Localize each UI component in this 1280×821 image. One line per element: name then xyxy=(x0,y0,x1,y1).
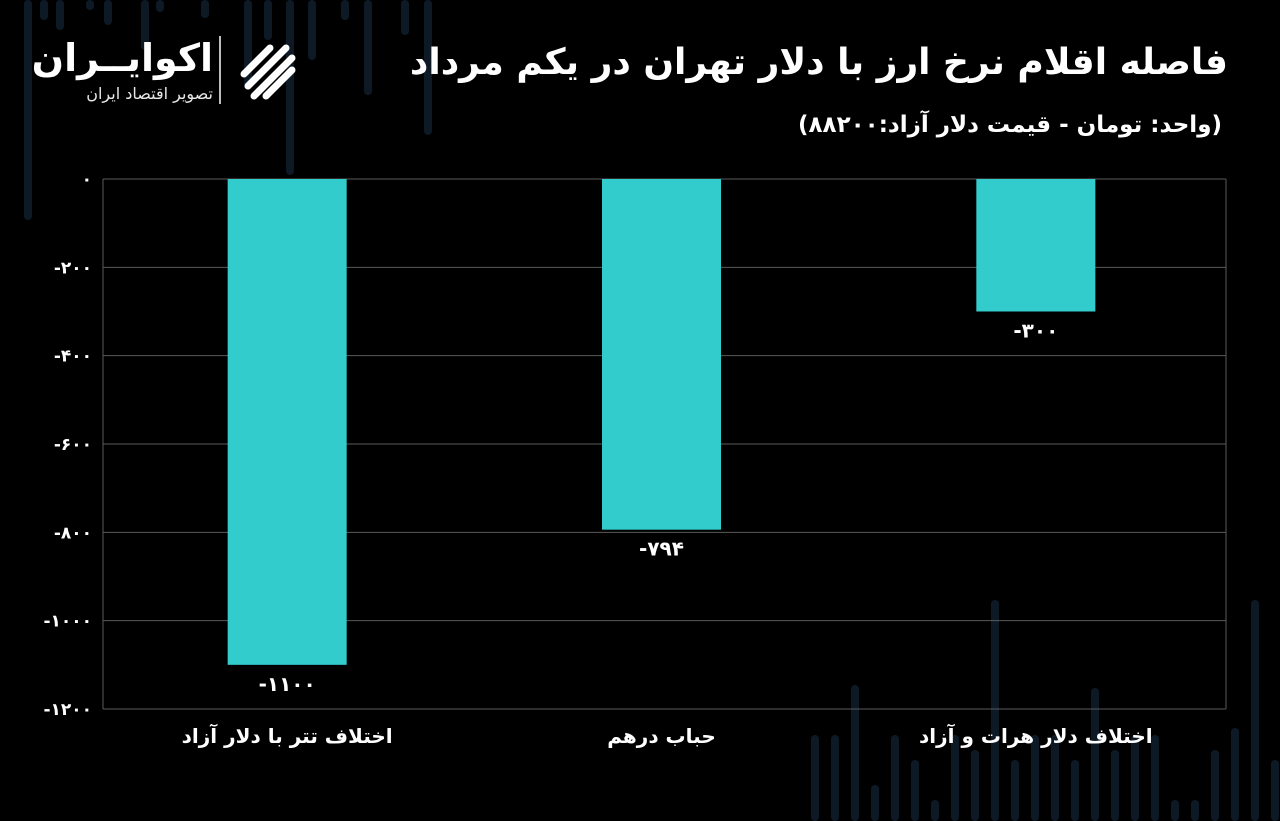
brand-tagline: تصویر اقتصاد ایران xyxy=(86,84,213,103)
decor-candle xyxy=(1191,800,1199,821)
brand-name: اکوایــران xyxy=(31,36,213,80)
chart-header: فاصله اقلام نرخ ارز با دلار تهران در یکم… xyxy=(0,0,1280,170)
decor-candle xyxy=(951,735,959,821)
decor-candle xyxy=(424,0,432,135)
decor-candle xyxy=(811,735,819,821)
bar xyxy=(602,179,721,530)
y-tick-label: -۸۰۰ xyxy=(54,523,92,543)
labels: ۰ -۲۰۰ -۴۰۰ -۶۰۰ -۸۰۰ -۱۰۰۰ -۱۲۰۰ -۱۱۰۰ اختلاف ت… xyxy=(43,170,1152,748)
decor-candle xyxy=(401,0,409,35)
decor-candle xyxy=(971,750,979,821)
bar xyxy=(227,179,347,665)
bar xyxy=(976,179,1096,312)
brand-logo: اکوایــران تصویر اقتصاد ایران xyxy=(31,34,318,114)
chart-title: فاصله اقلام نرخ ارز با دلار تهران در یکم… xyxy=(409,42,1228,83)
decor-candle xyxy=(851,685,859,821)
decor-candle xyxy=(911,760,919,821)
decor-candle xyxy=(56,0,64,30)
decor-candle xyxy=(264,0,272,40)
y-tick-label: -۴۰۰ xyxy=(54,347,92,367)
decor-candle xyxy=(831,735,839,821)
logo-divider xyxy=(219,36,221,104)
bars xyxy=(227,179,1096,665)
x-category-label: اختلاف تتر با دلار آزاد xyxy=(182,723,393,748)
y-tick-label: ۰ xyxy=(82,170,92,190)
decor-candle xyxy=(1031,735,1039,821)
decor-candle xyxy=(86,0,94,10)
y-tick-label: -۱۰۰۰ xyxy=(43,612,92,632)
decor-candle xyxy=(991,600,999,821)
decor-candle xyxy=(1051,735,1059,821)
decor-candle xyxy=(1091,688,1099,821)
x-category-label: حباب درهم xyxy=(607,724,715,748)
decor-candle xyxy=(1151,735,1159,821)
decor-candle xyxy=(1251,600,1259,821)
decor-candle xyxy=(308,0,316,60)
decor-candle xyxy=(871,785,879,821)
decor-candle xyxy=(141,0,149,50)
x-category-label: اختلاف دلار هرات و آزاد xyxy=(919,723,1153,748)
ecoiran-logo-icon xyxy=(240,44,296,100)
bar-value-label: -۳۰۰ xyxy=(1013,319,1058,343)
decor-candle xyxy=(1171,800,1179,821)
decor-candle xyxy=(40,0,48,20)
decor-candle xyxy=(286,0,294,175)
chart-subtitle: (واحد: تومان - قیمت دلار آزاد:۸۸۲۰۰) xyxy=(797,112,1222,138)
decor-candle xyxy=(1231,728,1239,821)
decor-candle xyxy=(1211,750,1219,821)
decor-candle xyxy=(1011,760,1019,821)
decor-candle xyxy=(24,0,32,220)
decor-candle xyxy=(1111,750,1119,821)
decor-candle xyxy=(891,735,899,821)
y-tick-label: -۱۲۰۰ xyxy=(43,700,92,720)
bar-value-label: -۷۹۴ xyxy=(639,537,684,561)
decor-candle xyxy=(1271,760,1279,821)
decor-candle xyxy=(931,800,939,821)
bar-value-label: -۱۱۰۰ xyxy=(259,672,316,696)
decor-candle xyxy=(156,0,164,12)
decor-candle xyxy=(364,0,372,95)
decor-candle xyxy=(104,0,112,25)
decor-candle xyxy=(1071,760,1079,821)
y-tick-label: -۲۰۰ xyxy=(54,258,92,278)
y-tick-label: -۶۰۰ xyxy=(54,435,92,455)
decor-candle xyxy=(1131,735,1139,821)
decor-candle xyxy=(341,0,349,20)
decor-candle xyxy=(201,0,209,18)
